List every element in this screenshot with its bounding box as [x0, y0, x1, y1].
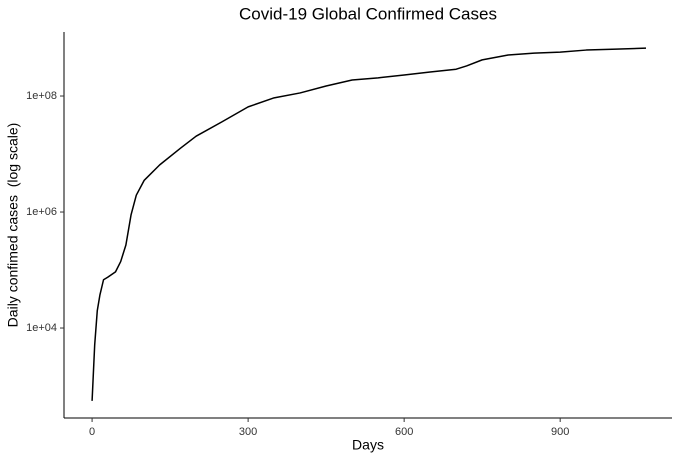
y-tick-label: 1e+06	[26, 206, 57, 218]
x-tick-label: 600	[395, 426, 413, 438]
x-tick-label: 300	[239, 426, 257, 438]
chart-title: Covid-19 Global Confirmed Cases	[239, 4, 497, 23]
x-axis-label: Days	[352, 437, 384, 453]
x-tick-label: 900	[551, 426, 569, 438]
line	[91, 47, 647, 401]
x-tick-label: 0	[89, 426, 95, 438]
y-axis-label: Daily confimed cases (log scale)	[5, 123, 21, 328]
y-tick-label: 1e+04	[26, 322, 57, 334]
y-tick-label: 1e+08	[26, 90, 57, 102]
